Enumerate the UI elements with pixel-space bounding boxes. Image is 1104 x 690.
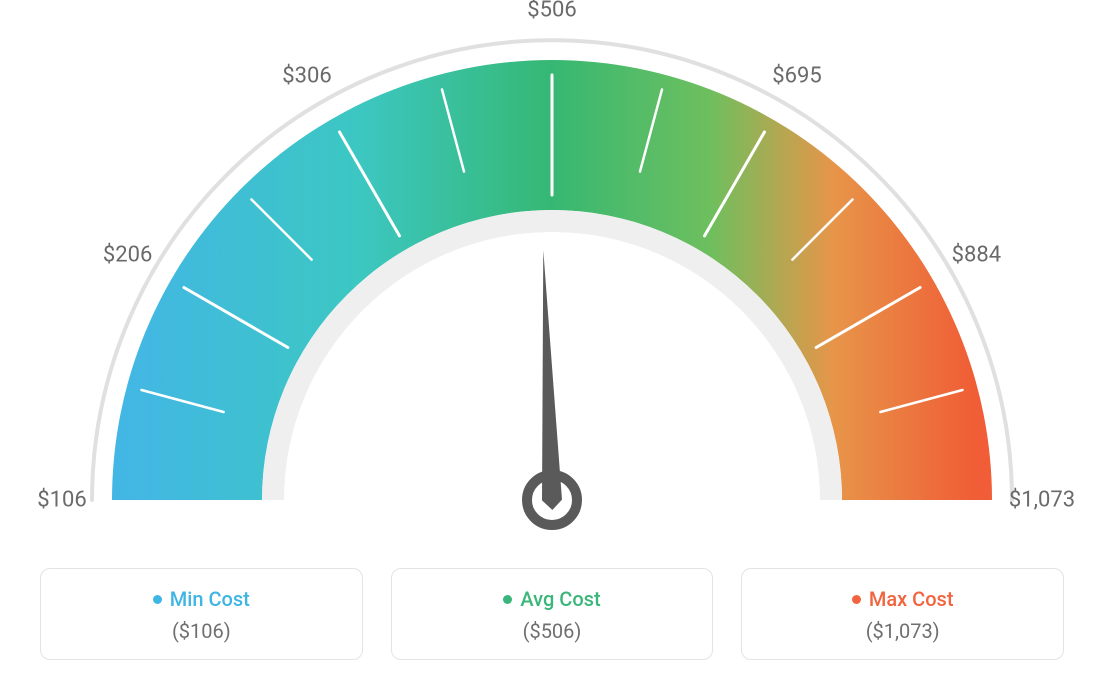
legend-title-min: Min Cost <box>153 587 250 611</box>
legend-card-max: Max Cost ($1,073) <box>741 568 1064 660</box>
gauge-svg <box>0 0 1104 560</box>
gauge-tick-label: $506 <box>527 0 576 23</box>
legend-label-min: Min Cost <box>170 587 250 611</box>
dot-icon <box>852 595 861 604</box>
legend-label-max: Max Cost <box>869 587 954 611</box>
gauge-tick-label: $106 <box>37 488 86 513</box>
legend-card-min: Min Cost ($106) <box>40 568 363 660</box>
cost-gauge-chart: $106 $206 $306 $506 $695 $884 $1,073 Min Cost … <box>0 0 1104 690</box>
gauge-tick-label: $884 <box>952 243 1001 268</box>
legend-value-min: ($106) <box>51 619 352 643</box>
legend-value-max: ($1,073) <box>752 619 1053 643</box>
gauge-area: $106 $206 $306 $506 $695 $884 $1,073 <box>0 0 1104 560</box>
legend-title-avg: Avg Cost <box>503 587 600 611</box>
gauge-tick-label: $1,073 <box>1009 488 1075 513</box>
legend-label-avg: Avg Cost <box>520 587 600 611</box>
dot-icon <box>503 595 512 604</box>
gauge-tick-label: $695 <box>772 63 821 88</box>
gauge-tick-label: $206 <box>103 243 152 268</box>
dot-icon <box>153 595 162 604</box>
gauge-tick-label: $306 <box>282 63 331 88</box>
legend-row: Min Cost ($106) Avg Cost ($506) Max Cost… <box>40 568 1064 660</box>
legend-title-max: Max Cost <box>852 587 954 611</box>
legend-value-avg: ($506) <box>402 619 703 643</box>
legend-card-avg: Avg Cost ($506) <box>391 568 714 660</box>
